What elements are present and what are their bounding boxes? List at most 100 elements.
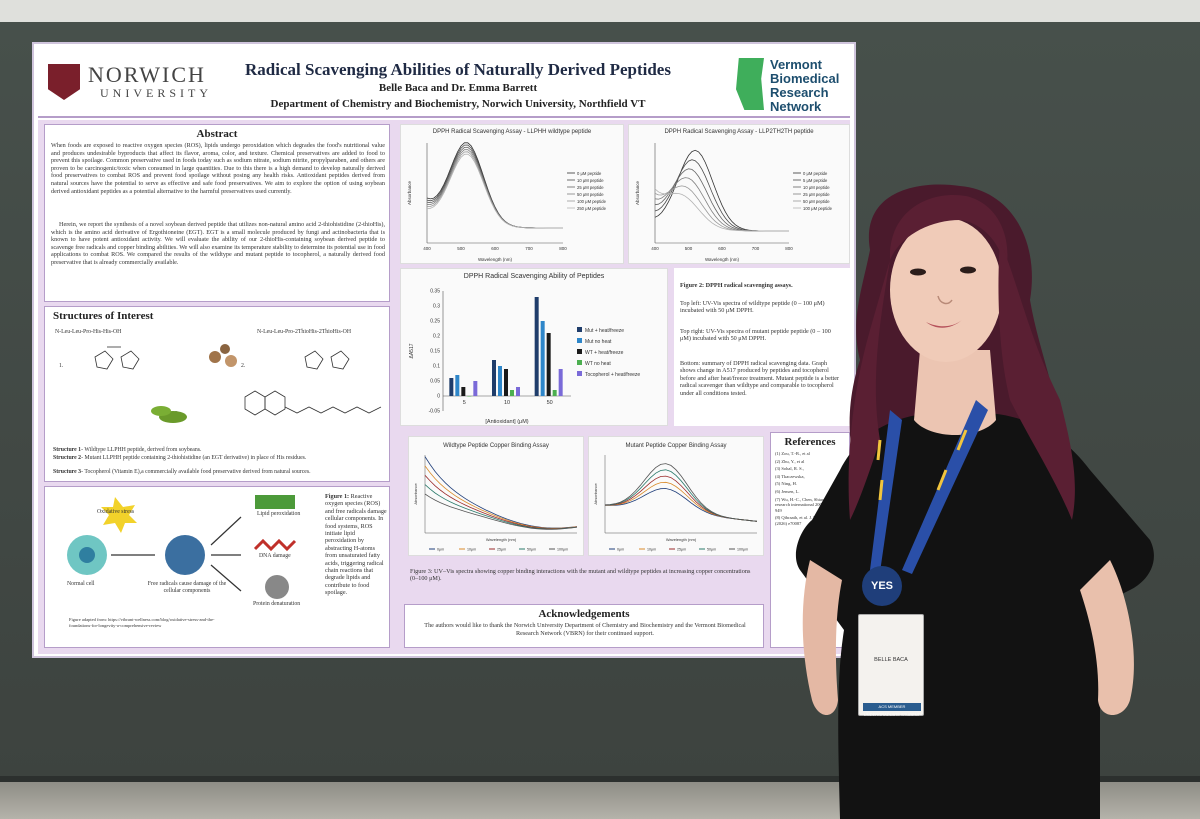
x-tick-label: 700 <box>752 246 760 251</box>
y-tick-label: 0.35 <box>430 289 440 295</box>
x-tick-label: 10 <box>504 400 510 406</box>
name-badge: BELLE BACA ACS MEMBER UNDERGRADUATE STUD… <box>858 614 924 717</box>
legend-label: Mut no heat <box>585 339 612 345</box>
dpph-wildtype-title: DPPH Radical Scavenging Assay - LLPHH wi… <box>432 129 592 135</box>
y-tick-label: 0.25 <box>430 319 440 325</box>
legend-label: 10 μM peptide <box>803 185 830 190</box>
copper-line <box>604 463 758 522</box>
legend-label: 0μm <box>617 548 624 552</box>
legend-label: 0 μM peptide <box>803 171 828 176</box>
wall-base <box>0 776 1200 784</box>
legend-swatch <box>577 349 582 354</box>
badge-name: BELLE BACA <box>874 657 908 663</box>
ceiling <box>0 0 1200 24</box>
reference-item: (1) Zou, T.-B., et al <box>775 451 810 456</box>
bar <box>510 390 514 396</box>
legend-label: Mut + heat/freeze <box>585 328 624 334</box>
abstract-paragraph-1: When foods are exposed to reactive oxyge… <box>51 142 385 195</box>
dna-damage-label: DNA damage <box>259 553 291 559</box>
y-tick-label: 0.3 <box>433 304 440 310</box>
legend-label: 50 μM peptide <box>577 192 604 197</box>
y-axis-label: Absorbance <box>407 181 412 206</box>
copper-line <box>605 481 758 522</box>
normal-cell-label: Normal cell <box>67 581 95 587</box>
spectrum-line <box>426 144 563 229</box>
legend-label: 100μm <box>557 548 568 552</box>
abstract-title: Abstract <box>196 128 238 140</box>
wildtype-copper-svg: Wavelength (nm) Absorbance 0μm 10μm 25μm 50μm… <box>413 455 578 552</box>
spectrum-line <box>426 149 563 229</box>
structure-2-desc: Structure 2- Mutant LLPHH peptide contai… <box>53 455 307 461</box>
legend-swatch <box>577 360 582 365</box>
references-title: References <box>784 436 836 448</box>
y-axis-label: Absorbance <box>635 181 640 206</box>
y-axis-label: ΔA517 <box>409 343 415 358</box>
y-tick-label: 0.1 <box>433 364 440 370</box>
figure-1-source: Figure adapted from: https://vibrant-wel… <box>69 617 215 628</box>
x-tick-label: 600 <box>491 246 499 251</box>
x-tick-label: 800 <box>785 246 793 251</box>
x-axis-label: Wavelength (nm) <box>666 537 697 542</box>
reference-item: (7) Wu, H.-C., Chen, Shiau, C.-Y. Food r… <box>775 496 847 513</box>
spectrum-line <box>654 188 789 232</box>
bar <box>504 369 508 396</box>
x-axis-label: Wavelength (nm) <box>705 257 740 262</box>
figure-2-top-right: Top right: UV-Vis spectra of mutant pept… <box>680 328 831 343</box>
legend-label: 100 μM peptide <box>803 206 833 211</box>
figure-1-section: Oxidative stress Normal cell Free radica… <box>44 486 390 648</box>
bar <box>534 297 539 396</box>
legend-label: 250 μM peptide <box>577 206 607 211</box>
legend-label: 50μm <box>707 548 716 552</box>
norwich-shield-icon <box>48 64 80 100</box>
norwich-logo-sub: UNIVERSITY <box>100 86 212 100</box>
copper-line <box>604 488 758 522</box>
poster-title: Radical Scavenging Abilities of Naturall… <box>245 60 671 79</box>
vbrn-line3: Research <box>770 85 829 100</box>
x-tick-label: 800 <box>559 246 567 251</box>
floor <box>0 782 1200 819</box>
legend-swatch <box>577 327 582 332</box>
figure-2-top-left: Top left: UV-Vis spectra of wildtype pep… <box>680 300 825 315</box>
abstract-section: Abstract When foods are exposed to react… <box>44 124 390 302</box>
legend-label: 25μm <box>677 548 686 552</box>
x-axis-label: Wavelength (nm) <box>478 257 513 262</box>
poster-authors: Belle Baca and Dr. Emma Barrett <box>378 82 538 94</box>
y-tick-label: 0.15 <box>430 349 440 355</box>
structure-2-label: N-Leu-Leu-Pro-2ThioHis-2ThioHis-OH <box>257 329 352 335</box>
legend-label: Tocopherol + heat/freeze <box>585 372 640 378</box>
reference-item: (6) Jensen, L. <box>775 488 800 494</box>
spectrum-line <box>654 185 789 232</box>
x-tick-label: 500 <box>457 246 465 251</box>
vermont-map-icon <box>736 58 764 110</box>
dpph-wildtype-plot: DPPH Radical Scavenging Assay - LLPHH wi… <box>400 124 624 264</box>
x-tick-label: 5 <box>463 400 466 406</box>
acknowledgements-section: Acknowledgements The authors would like … <box>404 604 764 648</box>
legend-label: 10μm <box>467 548 476 552</box>
spectrum-line <box>427 151 563 229</box>
x-tick-label: 500 <box>685 246 693 251</box>
bar <box>467 396 472 397</box>
copper-line <box>424 456 578 529</box>
reference-item: (4) Tkaczewska, <box>775 473 805 479</box>
dpph-wildtype-svg: Wavelength (nm) Absorbance 400 500 600 700 800… <box>407 142 607 262</box>
x-axis-label: [Antioxidant] (μM) <box>485 419 528 425</box>
vbrn-line4: Network <box>770 99 822 114</box>
bar <box>516 387 520 396</box>
bar <box>455 375 460 396</box>
dpph-mutant-title: DPPH Radical Scavenging Assay - LLP2TH2T… <box>664 129 814 135</box>
yes-button-badge: YES <box>862 566 902 606</box>
bar <box>546 333 551 396</box>
oxidative-stress-label: Oxidative stress <box>97 509 135 515</box>
x-tick-label: 400 <box>651 246 659 251</box>
y-axis-label: Absorbance <box>413 483 418 505</box>
legend-label: 25 μM peptide <box>577 185 604 190</box>
acknowledgements-text: The authors would like to thank the Norw… <box>424 622 746 637</box>
figure-1-caption: Figure 1: Reactive oxygen species (ROS) … <box>325 493 387 597</box>
legend-label: 50 μM peptide <box>803 199 830 204</box>
legend-swatch <box>577 338 582 343</box>
legend-label: 0 μM peptide <box>577 171 602 176</box>
vbrn-logo: Vermont Biomedical Research Network <box>770 58 839 114</box>
legend-label: 10 μM peptide <box>577 178 604 183</box>
mutant-copper-svg: Wavelength (nm) Absorbance 0μm 10μm 25μm 50μm… <box>593 455 758 552</box>
spectrum-line <box>426 153 563 229</box>
